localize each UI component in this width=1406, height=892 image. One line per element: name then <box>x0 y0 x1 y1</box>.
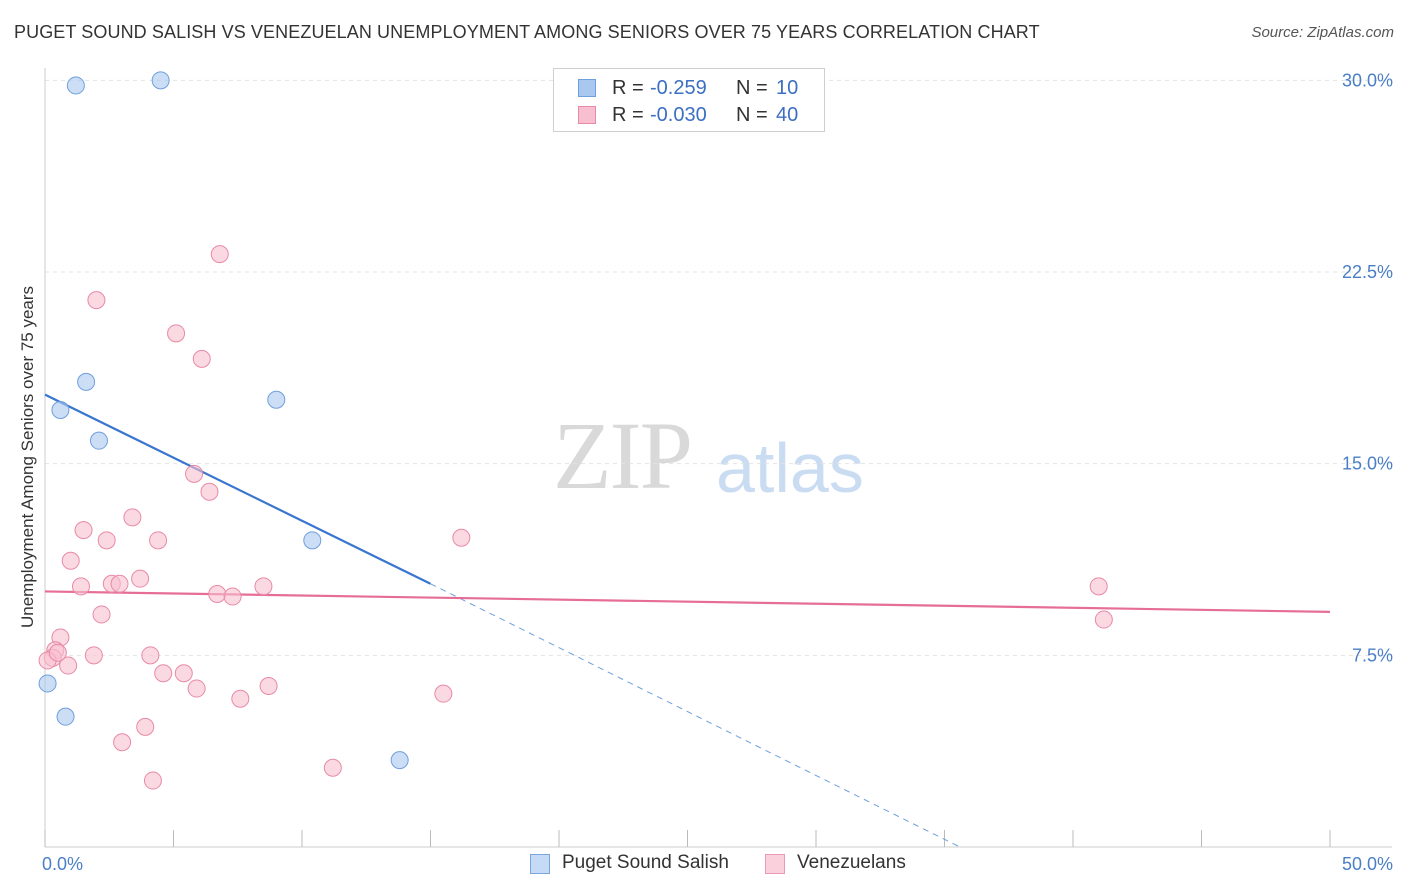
point-venezuelans <box>174 664 193 683</box>
legend-row-puget: R = -0.259 N = 10 <box>554 75 824 101</box>
point-venezuelans <box>136 717 155 736</box>
y-tick-label: 22.5% <box>1342 262 1393 282</box>
point-venezuelans <box>434 684 453 703</box>
point-puget <box>77 372 96 391</box>
point-venezuelans <box>149 531 168 550</box>
point-venezuelans <box>97 531 116 550</box>
legend-r-value: -0.259 <box>650 77 707 99</box>
point-venezuelans <box>123 508 142 527</box>
y-tick-label: 15.0% <box>1342 454 1393 474</box>
point-venezuelans <box>84 646 103 665</box>
gridlines <box>45 79 1392 656</box>
bottom-legend-label-venezuelans: Venezuelans <box>797 852 906 873</box>
point-puget <box>303 531 322 550</box>
source-label: Source: ZipAtlas.com <box>1251 24 1394 41</box>
point-venezuelans <box>143 771 162 790</box>
x-tick-label: 50.0% <box>1342 854 1393 874</box>
point-venezuelans <box>187 679 206 698</box>
trend-line-puget-extension <box>430 583 961 848</box>
x-tick-label: 0.0% <box>42 854 83 874</box>
legend-n-label: N = <box>736 77 768 99</box>
point-puget <box>390 751 409 770</box>
point-venezuelans <box>167 324 186 343</box>
point-venezuelans <box>141 646 160 665</box>
point-venezuelans <box>61 551 80 570</box>
point-puget <box>51 401 70 419</box>
legend-r-value: -0.030 <box>650 104 707 126</box>
point-puget <box>66 76 85 95</box>
point-venezuelans <box>59 656 78 675</box>
trend-line-venezuelans <box>44 590 1331 613</box>
point-venezuelans <box>113 733 132 752</box>
point-venezuelans <box>92 605 111 624</box>
point-venezuelans <box>185 464 204 483</box>
trend-lines <box>44 393 1331 848</box>
point-puget <box>151 71 170 90</box>
point-puget <box>89 431 108 450</box>
point-venezuelans <box>452 528 471 547</box>
point-venezuelans <box>110 574 129 593</box>
point-venezuelans <box>131 569 150 588</box>
bottom-legend-swatch-venezuelans <box>765 854 785 874</box>
point-venezuelans <box>323 758 342 777</box>
legend-swatch-puget <box>578 79 596 97</box>
legend-swatch-venezuelans <box>578 106 596 124</box>
legend-n-label: N = <box>736 104 768 126</box>
data-points <box>38 71 1113 790</box>
point-venezuelans <box>231 689 250 708</box>
point-venezuelans <box>74 521 93 540</box>
point-puget <box>56 707 75 726</box>
point-venezuelans <box>210 245 229 264</box>
bottom-legend-swatch-puget <box>530 854 550 874</box>
point-venezuelans <box>48 643 67 662</box>
legend-n-value: 40 <box>776 104 799 126</box>
watermark-zip: ZIP <box>553 402 693 509</box>
tick-labels: 7.5% 15.0% 22.5% 30.0% 0.0% 50.0% <box>42 70 1393 874</box>
legend-n-value: 10 <box>776 77 799 99</box>
point-puget <box>38 674 57 693</box>
y-tick-label: 7.5% <box>1352 645 1393 665</box>
point-puget <box>267 390 286 409</box>
y-axis-label: Unemployment Among Seniors over 75 years <box>18 286 37 628</box>
point-venezuelans <box>259 677 278 695</box>
watermark-atlas: atlas <box>716 429 864 507</box>
axes <box>44 68 1392 848</box>
point-venezuelans <box>87 291 106 310</box>
legend-r-label: R = <box>612 77 644 99</box>
point-venezuelans <box>223 587 242 606</box>
point-venezuelans <box>71 577 90 596</box>
legend-row-venezuelans: R = -0.030 N = 40 <box>554 102 824 128</box>
point-venezuelans <box>1089 577 1108 596</box>
point-venezuelans <box>154 664 173 683</box>
chart-title: PUGET SOUND SALISH VS VENEZUELAN UNEMPLO… <box>14 22 1040 42</box>
legend-r-label: R = <box>612 104 644 126</box>
bottom-legend-label-puget: Puget Sound Salish <box>562 852 729 873</box>
point-venezuelans <box>1094 610 1113 629</box>
point-venezuelans <box>192 349 211 368</box>
y-tick-label: 30.0% <box>1342 70 1393 90</box>
point-venezuelans <box>254 577 273 596</box>
correlation-legend: R = -0.259 N = 10 R = -0.030 N = 40 <box>553 68 825 132</box>
point-venezuelans <box>200 482 219 501</box>
point-venezuelans <box>208 585 227 603</box>
trend-line-puget <box>44 393 431 585</box>
